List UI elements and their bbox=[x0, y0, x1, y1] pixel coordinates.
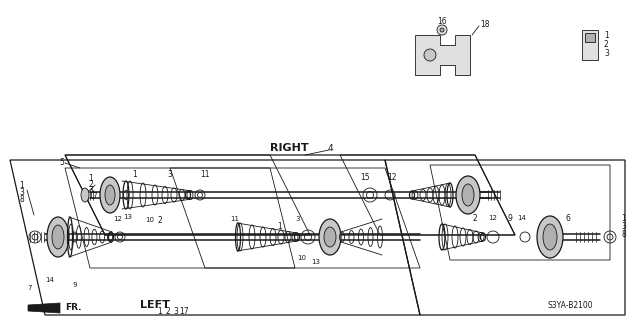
Text: 11: 11 bbox=[230, 216, 239, 222]
Text: 2: 2 bbox=[604, 39, 609, 49]
Text: 17: 17 bbox=[179, 307, 189, 316]
Text: 10: 10 bbox=[298, 255, 307, 261]
Ellipse shape bbox=[456, 176, 480, 214]
Polygon shape bbox=[415, 35, 470, 75]
Text: 3: 3 bbox=[168, 170, 172, 179]
Text: 3: 3 bbox=[88, 186, 93, 195]
Text: 12: 12 bbox=[387, 172, 397, 181]
Text: 16: 16 bbox=[437, 17, 447, 26]
Ellipse shape bbox=[81, 188, 89, 202]
Ellipse shape bbox=[105, 185, 115, 205]
Text: 3: 3 bbox=[20, 188, 24, 196]
Text: 4: 4 bbox=[327, 143, 333, 153]
Polygon shape bbox=[28, 303, 60, 313]
Text: 9: 9 bbox=[73, 282, 77, 288]
Text: 17: 17 bbox=[88, 191, 98, 201]
Text: 2: 2 bbox=[166, 307, 170, 316]
Ellipse shape bbox=[462, 184, 474, 206]
Text: 3: 3 bbox=[604, 49, 609, 58]
Ellipse shape bbox=[47, 217, 69, 257]
Text: FR.: FR. bbox=[65, 303, 81, 313]
Ellipse shape bbox=[537, 216, 563, 258]
Text: 3: 3 bbox=[621, 221, 626, 230]
Text: 15: 15 bbox=[360, 172, 370, 181]
Text: S3YA-B2100: S3YA-B2100 bbox=[547, 300, 593, 309]
Text: 14: 14 bbox=[45, 277, 54, 283]
Ellipse shape bbox=[543, 224, 557, 250]
Text: 9: 9 bbox=[508, 213, 513, 222]
Text: 1: 1 bbox=[157, 307, 163, 316]
Text: 2: 2 bbox=[157, 215, 163, 225]
Text: LEFT: LEFT bbox=[140, 300, 170, 310]
Text: 14: 14 bbox=[518, 215, 527, 221]
Ellipse shape bbox=[100, 177, 120, 213]
Text: 8: 8 bbox=[20, 195, 24, 204]
Text: 6: 6 bbox=[566, 213, 570, 222]
Ellipse shape bbox=[52, 225, 64, 249]
Text: 2: 2 bbox=[88, 180, 93, 188]
Polygon shape bbox=[582, 30, 598, 60]
Text: 1: 1 bbox=[20, 180, 24, 189]
Text: 18: 18 bbox=[480, 20, 490, 28]
Text: 8: 8 bbox=[621, 229, 626, 238]
Text: 1: 1 bbox=[604, 30, 609, 39]
Text: 2: 2 bbox=[472, 213, 477, 222]
Circle shape bbox=[440, 28, 444, 32]
Text: 12: 12 bbox=[113, 216, 122, 222]
Text: 1: 1 bbox=[88, 173, 93, 182]
Polygon shape bbox=[585, 33, 595, 42]
Text: 5: 5 bbox=[60, 157, 65, 166]
Text: 1: 1 bbox=[278, 221, 282, 230]
Text: 1: 1 bbox=[621, 213, 626, 222]
Text: 11: 11 bbox=[200, 170, 210, 179]
Ellipse shape bbox=[324, 227, 336, 247]
Text: 3: 3 bbox=[296, 216, 300, 222]
Circle shape bbox=[437, 25, 447, 35]
Text: 7: 7 bbox=[28, 285, 32, 291]
Text: 1: 1 bbox=[132, 170, 138, 179]
Text: 13: 13 bbox=[312, 259, 321, 265]
Ellipse shape bbox=[319, 219, 341, 255]
Circle shape bbox=[424, 49, 436, 61]
Text: 12: 12 bbox=[488, 215, 497, 221]
Text: 13: 13 bbox=[124, 214, 132, 220]
Text: 3: 3 bbox=[173, 307, 179, 316]
Text: 10: 10 bbox=[145, 217, 154, 223]
Text: RIGHT: RIGHT bbox=[270, 143, 308, 153]
